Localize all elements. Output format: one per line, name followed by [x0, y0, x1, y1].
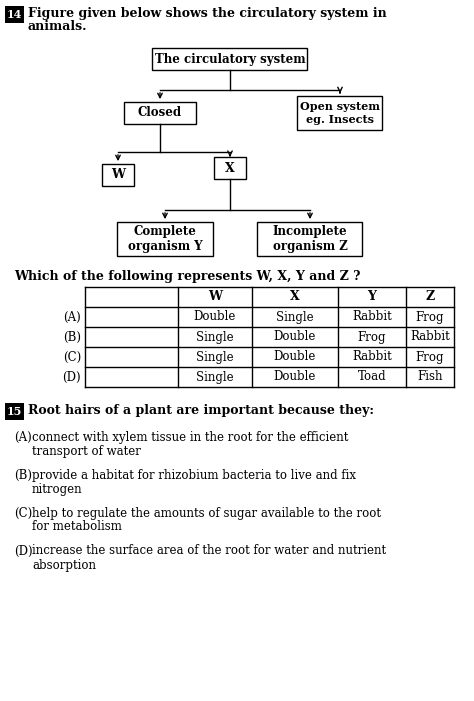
Text: (C): (C)	[14, 507, 32, 519]
Text: (C): (C)	[63, 350, 81, 364]
Text: Root hairs of a plant are important because they:: Root hairs of a plant are important beca…	[28, 404, 374, 417]
Text: The circulatory system: The circulatory system	[155, 53, 305, 65]
Text: Rabbit: Rabbit	[352, 350, 392, 364]
Text: Fish: Fish	[417, 371, 443, 383]
Text: nitrogen: nitrogen	[32, 482, 82, 496]
Bar	[124, 102, 196, 124]
Text: animals.: animals.	[28, 20, 88, 33]
Text: W: W	[111, 168, 125, 182]
Text: Rabbit: Rabbit	[410, 330, 450, 343]
Text: Frog: Frog	[416, 311, 444, 323]
Text: Double: Double	[194, 311, 236, 323]
Text: increase the surface area of the root for water and nutrient: increase the surface area of the root fo…	[32, 545, 386, 557]
Text: Rabbit: Rabbit	[352, 311, 392, 323]
Bar	[5, 6, 24, 23]
Text: transport of water: transport of water	[32, 444, 141, 458]
Text: Y: Y	[367, 290, 376, 304]
Text: Complete
organism Y: Complete organism Y	[128, 225, 202, 253]
Bar	[257, 222, 363, 256]
Text: Double: Double	[274, 371, 316, 383]
Text: 14: 14	[7, 9, 22, 20]
Text: Frog: Frog	[416, 350, 444, 364]
Text: connect with xylem tissue in the root for the efficient: connect with xylem tissue in the root fo…	[32, 430, 348, 444]
Text: Single: Single	[196, 371, 234, 383]
Text: W: W	[208, 290, 222, 304]
Text: (B): (B)	[14, 468, 32, 482]
Bar	[298, 96, 383, 130]
Text: (B): (B)	[63, 330, 81, 343]
Bar	[214, 157, 246, 179]
Text: (A): (A)	[14, 430, 32, 444]
Text: Double: Double	[274, 330, 316, 343]
Text: (D): (D)	[63, 371, 81, 383]
Text: Open system
eg. Insects: Open system eg. Insects	[300, 101, 380, 125]
Text: Single: Single	[276, 311, 314, 323]
Bar	[153, 48, 308, 70]
Text: (A): (A)	[63, 311, 81, 323]
Text: Which of the following represents W, X, Y and Z ?: Which of the following represents W, X, …	[14, 270, 360, 283]
Text: absorption: absorption	[32, 559, 96, 571]
Text: Double: Double	[274, 350, 316, 364]
Bar	[102, 164, 134, 186]
Text: Frog: Frog	[358, 330, 386, 343]
Text: Figure given below shows the circulatory system in: Figure given below shows the circulatory…	[28, 7, 387, 20]
Text: X: X	[225, 161, 235, 175]
Text: help to regulate the amounts of sugar available to the root: help to regulate the amounts of sugar av…	[32, 507, 381, 519]
Text: 15: 15	[7, 406, 22, 417]
Bar	[5, 403, 24, 420]
Text: X: X	[290, 290, 300, 304]
Text: Toad: Toad	[358, 371, 386, 383]
Text: Z: Z	[425, 290, 435, 304]
Text: (D): (D)	[14, 545, 33, 557]
Text: Single: Single	[196, 350, 234, 364]
Text: provide a habitat for rhizobium bacteria to live and fix: provide a habitat for rhizobium bacteria…	[32, 468, 356, 482]
Text: for metabolism: for metabolism	[32, 521, 122, 533]
Bar	[117, 222, 213, 256]
Text: Incomplete
organism Z: Incomplete organism Z	[273, 225, 347, 253]
Text: Closed: Closed	[138, 107, 182, 119]
Text: Single: Single	[196, 330, 234, 343]
